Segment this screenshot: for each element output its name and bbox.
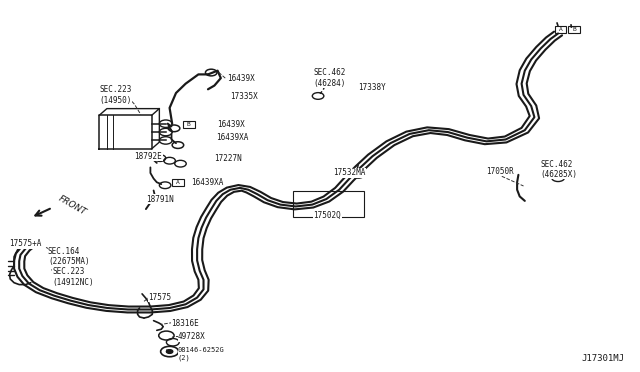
Text: SEC.223
(14950): SEC.223 (14950) xyxy=(99,85,132,105)
Text: B: B xyxy=(166,349,170,354)
Text: FRONT: FRONT xyxy=(56,194,88,217)
Bar xyxy=(293,191,364,217)
Text: SEC.462
(46285X): SEC.462 (46285X) xyxy=(541,160,578,179)
Text: B: B xyxy=(572,27,576,32)
Text: SEC.462
(46284): SEC.462 (46284) xyxy=(314,68,346,88)
Text: 16439XA: 16439XA xyxy=(191,178,223,187)
Text: 08146-6252G
(2): 08146-6252G (2) xyxy=(178,347,225,361)
Text: 17575: 17575 xyxy=(148,293,172,302)
Text: 16439XA: 16439XA xyxy=(216,133,249,142)
Circle shape xyxy=(166,350,173,353)
Text: 17532MA: 17532MA xyxy=(333,169,365,177)
Bar xyxy=(172,179,184,186)
Text: 16439X: 16439X xyxy=(227,74,255,83)
Text: SEC.223
(14912NC): SEC.223 (14912NC) xyxy=(52,267,94,287)
Text: 17575+A: 17575+A xyxy=(10,239,42,248)
Text: B: B xyxy=(187,122,191,127)
Text: 17050R: 17050R xyxy=(486,167,514,176)
Text: 18792E: 18792E xyxy=(134,152,162,161)
Text: SEC.164
(22675MA): SEC.164 (22675MA) xyxy=(48,247,90,266)
Text: 17227N: 17227N xyxy=(214,154,242,163)
Text: A: A xyxy=(559,27,563,32)
Text: 18316E: 18316E xyxy=(172,319,199,328)
Text: J17301MJ: J17301MJ xyxy=(581,354,624,363)
Text: A: A xyxy=(176,180,180,185)
Bar xyxy=(183,121,195,128)
Text: 17502Q: 17502Q xyxy=(314,211,341,220)
Text: 17338Y: 17338Y xyxy=(358,83,386,92)
Text: 49728X: 49728X xyxy=(178,332,205,341)
Text: 16439X: 16439X xyxy=(218,120,245,129)
Text: 17335X: 17335X xyxy=(230,92,258,101)
Bar xyxy=(568,26,580,33)
Text: 18791N: 18791N xyxy=(146,195,173,203)
Bar xyxy=(555,26,566,33)
